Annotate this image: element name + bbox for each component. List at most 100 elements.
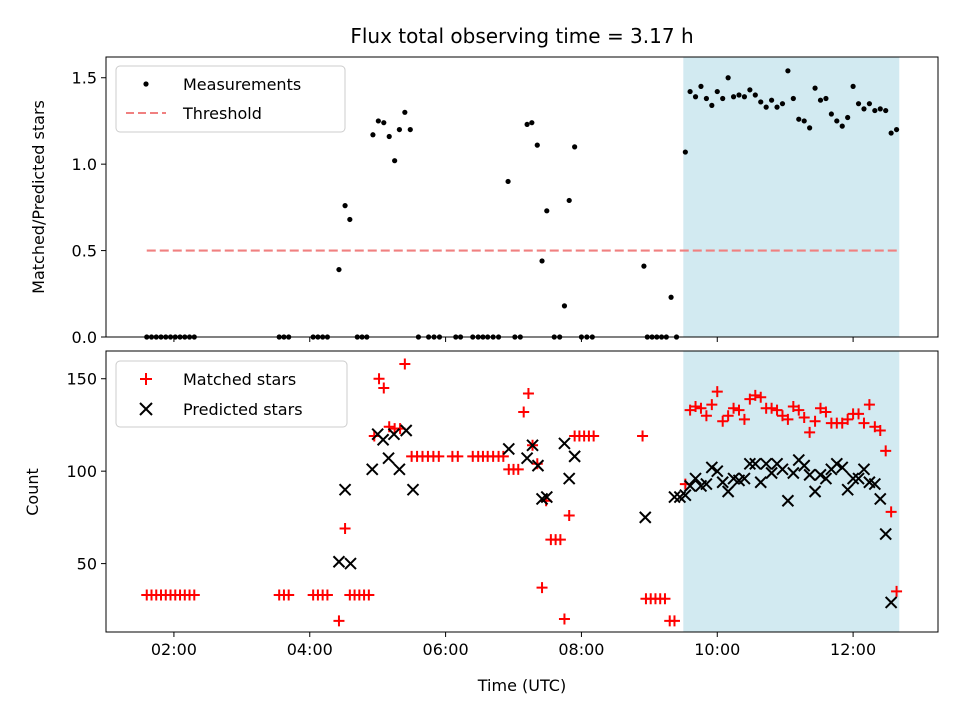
measurement-point bbox=[834, 118, 840, 124]
predicted-star-point bbox=[562, 472, 576, 485]
ratio-panel: 0.0 0.5 1.0 1.5 Matched/Predicted stars Mea… bbox=[29, 56, 939, 347]
y-tick-label: 150 bbox=[66, 370, 97, 389]
measurement-point bbox=[779, 101, 786, 107]
predicted-star-point bbox=[568, 450, 581, 463]
matched-star-point bbox=[588, 430, 600, 442]
threshold-legend-label: Threshold bbox=[182, 104, 262, 123]
predicted-star-point bbox=[393, 463, 406, 476]
measurements-legend-marker bbox=[143, 81, 149, 87]
chart-title: Flux total observing time = 3.17 h bbox=[350, 24, 693, 48]
ratio-y-ticks: 0.0 0.5 1.0 1.5 bbox=[72, 69, 106, 347]
measurement-point bbox=[850, 83, 856, 89]
matched-star-point bbox=[637, 430, 649, 442]
predicted-star-point bbox=[382, 452, 395, 465]
measurement-point bbox=[855, 101, 862, 107]
matched-stars-legend-label: Matched stars bbox=[183, 370, 296, 389]
predicted-star-point bbox=[743, 457, 757, 470]
ratio-legend-box bbox=[115, 65, 346, 133]
matched-star-point bbox=[880, 445, 892, 457]
predicted-star-point bbox=[689, 472, 702, 485]
predicted-star-point bbox=[376, 433, 390, 446]
ratio-legend: Measurements Threshold bbox=[115, 65, 346, 133]
x-axis-label: Time (UTC) bbox=[477, 676, 566, 695]
measurement-point bbox=[566, 197, 572, 204]
matched-star-point bbox=[853, 408, 865, 420]
matched-star-point bbox=[558, 613, 570, 625]
predicted-star-point bbox=[711, 464, 724, 478]
matched-star-point bbox=[711, 386, 723, 398]
matched-star-point bbox=[497, 450, 509, 462]
measurement-point bbox=[370, 132, 376, 138]
x-tick-label: 10:00 bbox=[694, 640, 740, 659]
x-tick-label: 12:00 bbox=[830, 640, 876, 659]
measurement-point bbox=[893, 126, 900, 133]
predicted-star-point bbox=[759, 457, 773, 470]
predicted-star-point bbox=[700, 477, 713, 491]
matched-star-point bbox=[874, 424, 886, 436]
matched-star-point bbox=[820, 406, 832, 418]
counts-y-axis-label: Count bbox=[23, 468, 42, 516]
predicted-star-point bbox=[639, 511, 652, 524]
measurement-point bbox=[801, 118, 807, 124]
measurement-point bbox=[342, 203, 348, 209]
measurements-series bbox=[144, 68, 900, 340]
measurement-point bbox=[769, 97, 775, 103]
predicted-star-point bbox=[520, 452, 534, 465]
x-tick-label: 04:00 bbox=[287, 640, 333, 659]
matched-star-point bbox=[433, 450, 445, 462]
measurement-point bbox=[703, 95, 709, 102]
measurement-point bbox=[763, 104, 769, 110]
measurement-point bbox=[692, 94, 699, 100]
matched-star-point bbox=[512, 463, 524, 475]
predicted-star-point bbox=[540, 490, 553, 504]
matched-star-point bbox=[722, 410, 734, 422]
measurement-point bbox=[561, 303, 568, 309]
measurement-point bbox=[817, 97, 824, 103]
measurement-point bbox=[725, 75, 731, 81]
ratio-y-axis-label: Matched/Predicted stars bbox=[29, 100, 48, 294]
y-tick-label: 100 bbox=[66, 462, 97, 481]
measurement-point bbox=[883, 107, 889, 114]
counts-x-ticks: 02:00 04:00 06:00 08:00 10:00 12:00 bbox=[151, 632, 876, 659]
predicted-star-point bbox=[705, 461, 719, 474]
predicted-star-point bbox=[836, 461, 849, 474]
predicted-star-point bbox=[668, 490, 681, 504]
y-tick-label: 1.5 bbox=[72, 69, 97, 88]
measurement-point bbox=[796, 116, 802, 122]
measurement-point bbox=[828, 111, 834, 117]
measurement-point bbox=[396, 126, 403, 133]
matched-star-point bbox=[536, 582, 548, 594]
matched-stars-series bbox=[141, 358, 903, 627]
predicted-star-point bbox=[344, 557, 357, 570]
predicted-star-point bbox=[399, 424, 413, 437]
measurement-point bbox=[839, 123, 845, 129]
predicted-star-point bbox=[781, 494, 795, 507]
measurement-point bbox=[714, 88, 720, 95]
matched-star-point bbox=[809, 415, 821, 427]
matched-star-point bbox=[798, 412, 810, 424]
predicted-star-point bbox=[857, 463, 871, 476]
matched-star-point bbox=[700, 410, 712, 422]
counts-legend-box bbox=[115, 360, 348, 428]
matched-star-point bbox=[733, 404, 745, 416]
predicted-star-point bbox=[814, 468, 827, 482]
predicted-star-point bbox=[716, 476, 729, 489]
measurement-point bbox=[336, 266, 342, 273]
predicted-star-point bbox=[884, 596, 898, 609]
predicted-star-point bbox=[841, 483, 854, 496]
y-tick-label: 1.0 bbox=[72, 155, 97, 174]
predicted-star-point bbox=[808, 485, 822, 498]
predicted-star-point bbox=[338, 483, 352, 496]
measurement-point bbox=[845, 114, 851, 121]
predicted-star-point bbox=[803, 468, 816, 482]
matched-stars-legend-marker bbox=[140, 373, 152, 385]
matched-star-point bbox=[368, 430, 380, 442]
matched-star-point bbox=[690, 400, 702, 412]
counts-legend: Matched stars Predicted stars bbox=[115, 360, 348, 428]
matched-star-point bbox=[283, 589, 295, 601]
matched-star-point bbox=[452, 450, 464, 462]
predicted-star-point bbox=[683, 479, 697, 493]
counts-panel: 02:00 04:00 06:00 08:00 10:00 12:00 50100150 … bbox=[23, 350, 939, 695]
predicted-star-point bbox=[406, 483, 420, 496]
